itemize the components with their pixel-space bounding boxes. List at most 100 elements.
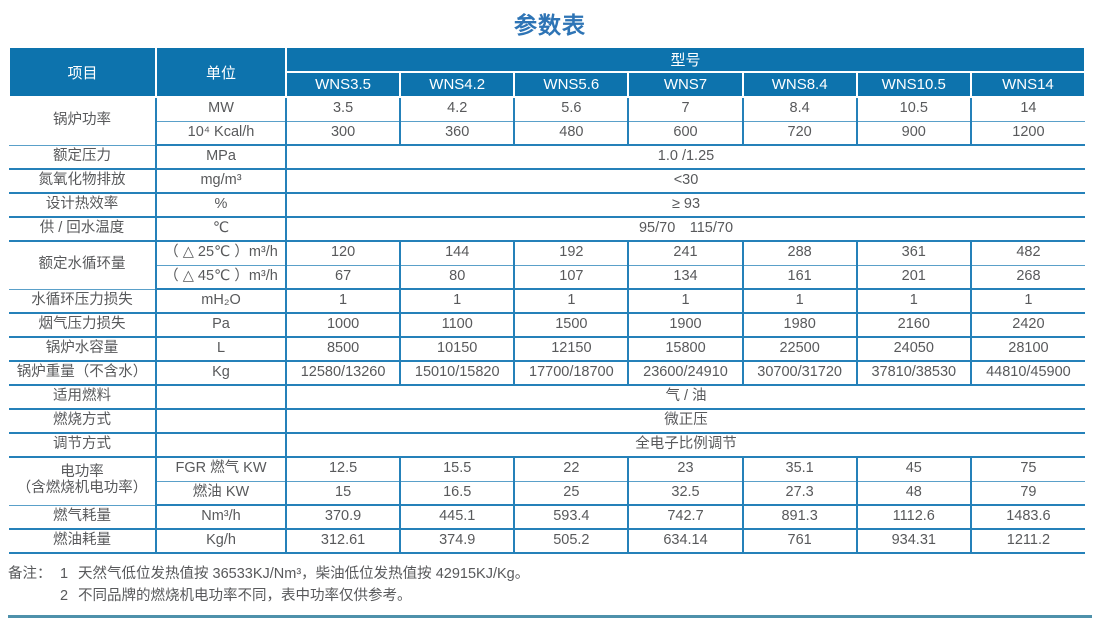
cell-value: 761 — [742, 529, 858, 554]
table-row: 燃气耗量 Nm³/h 370.9 445.1 593.4 742.7 891.3 1112.6… — [9, 505, 1085, 530]
parameters-table: 项目 单位 型号 WNS3.5 WNS4.2 WNS5.6 WNS7 WNS8.4 WNS… — [8, 46, 1087, 554]
cell-value: 25 — [514, 481, 630, 506]
table-row: 锅炉重量（不含水） Kg 12580/13260 15010/15820 17700/1… — [9, 361, 1085, 386]
table-row: 适用燃料 气 / 油 — [9, 385, 1085, 410]
column-header-item: 项目 — [8, 46, 157, 98]
cell-value: 22 — [514, 457, 630, 482]
bottom-accent-rule — [8, 615, 1092, 618]
row-label: 锅炉重量（不含水） — [9, 361, 157, 386]
table-header: 项目 单位 型号 WNS3.5 WNS4.2 WNS5.6 WNS7 WNS8.4 WNS… — [8, 46, 1087, 98]
notes-prefix: 备注： — [8, 566, 52, 582]
cell-value: 7 — [628, 97, 744, 122]
cell-value: 1 — [400, 289, 516, 314]
cell-value: 120 — [286, 241, 402, 266]
model-headers: WNS3.5 WNS4.2 WNS5.6 WNS7 WNS8.4 WNS10.5 WNS14 — [9, 71, 1087, 98]
cell-value: 370.9 — [286, 505, 402, 530]
cell-value: 15010/15820 — [400, 361, 516, 386]
cell-value: 45 — [856, 457, 972, 482]
table-row: 水循环压力损失 mH₂O 1 1 1 1 1 1 1 — [9, 289, 1085, 314]
cell-value: 32.5 — [628, 481, 744, 506]
table-row: 锅炉水容量 L 8500 10150 12150 15800 22500 24050 28100 — [9, 337, 1085, 362]
cell-value: 5.6 — [514, 97, 630, 122]
cell-value: 1112.6 — [856, 505, 972, 530]
cell-value: 891.3 — [742, 505, 858, 530]
row-unit: MPa — [156, 145, 287, 170]
row-unit — [156, 385, 287, 410]
cell-value: 37810/38530 — [856, 361, 972, 386]
cell-value: 30700/31720 — [742, 361, 858, 386]
cell-value: 10150 — [400, 337, 516, 362]
cell-value: 10.5 — [856, 97, 972, 122]
cell-value: 1211.2 — [970, 529, 1085, 554]
row-unit: mH₂O — [156, 289, 287, 314]
cell-value: 15800 — [628, 337, 744, 362]
table-row: 烟气压力损失 Pa 1000 1100 1500 1900 1980 2160 2420 — [9, 313, 1085, 338]
cell-value: 80 — [400, 265, 516, 290]
row-unit: Kg/h — [156, 529, 287, 554]
cell-value: 1 — [742, 289, 858, 314]
cell-value: 4.2 — [400, 97, 516, 122]
row-unit: 燃油 KW — [156, 481, 287, 506]
row-label: 额定水循环量 — [9, 241, 157, 290]
cell-value: 634.14 — [628, 529, 744, 554]
cell-value: 15.5 — [400, 457, 516, 482]
table-row: 供 / 回水温度 ℃ 95/70 115/70 — [9, 217, 1085, 242]
cell-value: 2420 — [970, 313, 1085, 338]
note-text: 天然气低位发热值按 36533KJ/Nm³，柴油低位发热值按 42915KJ/K… — [78, 566, 530, 582]
cell-value: 900 — [856, 121, 972, 146]
cell-value: 48 — [856, 481, 972, 506]
cell-value: 934.31 — [856, 529, 972, 554]
cell-value: 12150 — [514, 337, 630, 362]
cell-value: 144 — [400, 241, 516, 266]
table-row: 电功率 （含燃烧机电功率） FGR 燃气 KW 12.5 15.5 22 23 35.1 45 7… — [9, 457, 1085, 506]
row-label: 调节方式 — [9, 433, 157, 458]
table-row: （ △ 45℃ ）m³/h 67 80 107 134 161 201 268 — [9, 265, 1085, 290]
row-unit — [156, 409, 287, 434]
model-header: WNS4.2 — [399, 71, 516, 98]
cell-value: 8.4 — [742, 97, 858, 122]
row-unit: L — [156, 337, 287, 362]
table-row: 燃油 KW 15 16.5 25 32.5 27.3 48 79 — [9, 481, 1085, 506]
cell-value: 12580/13260 — [286, 361, 402, 386]
table-row: 10⁴ Kcal/h 300 360 480 600 720 900 1200 — [9, 121, 1085, 146]
row-label: 电功率 （含燃烧机电功率） — [9, 457, 157, 506]
cell-value: 505.2 — [514, 529, 630, 554]
cell-value: 8500 — [286, 337, 402, 362]
row-unit — [156, 433, 287, 458]
cell-value: 17700/18700 — [514, 361, 630, 386]
cell-value: 79 — [970, 481, 1085, 506]
column-header-model-group: 型号 — [285, 46, 1086, 73]
cell-value: 67 — [286, 265, 402, 290]
cell-value: 192 — [514, 241, 630, 266]
cell-span-value: <30 — [286, 169, 1085, 194]
cell-value: 12.5 — [286, 457, 402, 482]
row-unit: % — [156, 193, 287, 218]
cell-value: 300 — [286, 121, 402, 146]
table-row: 额定水循环量（ △ 25℃ ）m³/h 120 144 192 241 288 361 482 — [9, 241, 1085, 290]
table-row: 燃油耗量 Kg/h 312.61 374.9 505.2 634.14 761 934.31 1… — [9, 529, 1085, 554]
cell-span-value: 1.0 /1.25 — [286, 145, 1085, 170]
cell-value: 28100 — [970, 337, 1085, 362]
row-label: 设计热效率 — [9, 193, 157, 218]
note-line: 2 不同品牌的燃烧机电功率不同，表中功率仅供参考。 — [8, 585, 529, 607]
row-label: 燃烧方式 — [9, 409, 157, 434]
cell-value: 1100 — [400, 313, 516, 338]
cell-value: 374.9 — [400, 529, 516, 554]
cell-value: 600 — [628, 121, 744, 146]
cell-value: 482 — [970, 241, 1085, 266]
cell-value: 35.1 — [742, 457, 858, 482]
cell-value: 1 — [514, 289, 630, 314]
row-unit: MW — [156, 97, 287, 122]
row-unit: ℃ — [156, 217, 287, 242]
table-row: 氮氧化物排放 mg/m³ <30 — [9, 169, 1085, 194]
row-unit: Kg — [156, 361, 287, 386]
row-unit: Nm³/h — [156, 505, 287, 530]
row-label: 锅炉功率 — [9, 97, 157, 146]
cell-value: 16.5 — [400, 481, 516, 506]
cell-value: 44810/45900 — [970, 361, 1085, 386]
cell-value: 27.3 — [742, 481, 858, 506]
cell-value: 1200 — [970, 121, 1085, 146]
cell-value: 15 — [286, 481, 402, 506]
cell-value: 1 — [970, 289, 1085, 314]
